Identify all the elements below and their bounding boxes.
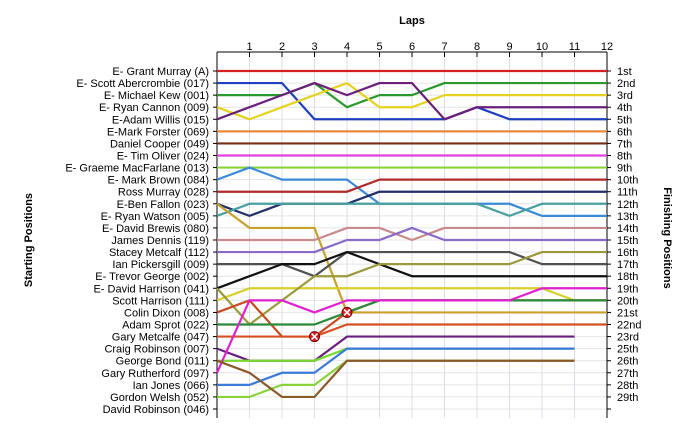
starting-position-labels: E- Grant Murray (A)E- Scott Abercrombie … bbox=[65, 66, 209, 416]
series-line bbox=[217, 323, 607, 338]
x-tick-label: 2 bbox=[279, 41, 285, 53]
right-axis-title: Finishing Positions bbox=[661, 187, 673, 288]
finish-position-label: 27th bbox=[617, 368, 638, 380]
x-tick-label: 10 bbox=[536, 41, 548, 53]
start-position-label: E- Graeme MacFarlane (013) bbox=[65, 163, 209, 175]
x-tick-labels: 1 2 3 4 5 6 7 8 9 10 11 12 bbox=[246, 41, 613, 53]
series-line bbox=[217, 226, 607, 242]
start-position-label: Ian Jones (066) bbox=[133, 380, 209, 392]
series-line bbox=[217, 226, 607, 254]
series-lines bbox=[215, 69, 607, 399]
start-position-label: George Bond (011) bbox=[116, 356, 209, 368]
retirement-markers bbox=[309, 306, 353, 343]
start-position-label: E- Tim Oliver (024) bbox=[117, 151, 209, 163]
x-tick-label: 7 bbox=[441, 41, 447, 53]
start-position-label: E- Trevor George (002) bbox=[95, 271, 209, 283]
start-position-label: E- Grant Murray (A) bbox=[112, 66, 209, 78]
start-position-label: Stacey Metcalf (112) bbox=[109, 247, 209, 259]
start-position-label: Daniel Cooper (049) bbox=[110, 138, 209, 150]
series-line bbox=[216, 81, 607, 121]
series-line bbox=[215, 287, 607, 374]
finish-position-label: 11th bbox=[617, 187, 638, 199]
start-position-label: David Robinson (046) bbox=[103, 404, 209, 416]
finish-position-label: 6th bbox=[617, 126, 632, 138]
start-position-label: E- Ryan Watson (005) bbox=[101, 211, 209, 223]
start-position-label: E-Adam Willis (015) bbox=[112, 114, 209, 126]
retirement-marker-cross bbox=[343, 308, 351, 316]
finish-position-label: 13th bbox=[617, 211, 638, 223]
start-position-label: Ross Murray (028) bbox=[118, 187, 209, 199]
start-position-label: Gary Rutherford (097) bbox=[101, 368, 209, 380]
left-axis-title: Starting Positions bbox=[23, 193, 35, 287]
finish-position-label: 8th bbox=[617, 151, 632, 163]
finish-position-label: 17th bbox=[617, 259, 638, 271]
start-position-label: Colin Dixon (008) bbox=[124, 307, 209, 319]
start-position-label: E- David Brewis (080) bbox=[102, 223, 209, 235]
finish-position-label: 4th bbox=[617, 102, 632, 114]
finish-position-label: 2nd bbox=[617, 78, 635, 90]
x-tick-label: 5 bbox=[376, 41, 382, 53]
x-axis-title: Laps bbox=[399, 15, 425, 27]
finish-position-label: 9th bbox=[617, 163, 632, 175]
x-tick-label: 8 bbox=[474, 41, 480, 53]
finish-position-label: 5th bbox=[617, 114, 632, 126]
x-tick-label: 11 bbox=[569, 41, 580, 53]
finish-position-label: 22nd bbox=[617, 320, 641, 332]
finish-position-label: 20th bbox=[617, 295, 638, 307]
series-line bbox=[217, 81, 607, 121]
start-position-label: E- Michael Kew (001) bbox=[104, 90, 209, 102]
start-position-label: E- Scott Abercrombie (017) bbox=[76, 78, 209, 90]
x-tick-label: 6 bbox=[409, 41, 415, 53]
finish-position-label: 7th bbox=[617, 138, 632, 150]
retirement-marker-cross bbox=[310, 333, 319, 341]
start-position-label: E- Mark Brown (084) bbox=[108, 175, 209, 187]
series-line bbox=[216, 250, 607, 290]
finish-position-label: 12th bbox=[617, 199, 638, 211]
start-position-label: Ian Pickersgill (009) bbox=[112, 259, 209, 271]
series-line bbox=[216, 202, 607, 217]
finish-position-label: 18th bbox=[617, 271, 638, 283]
x-tick-label: 4 bbox=[344, 41, 350, 53]
start-position-label: Scott Harrison (111) bbox=[112, 295, 209, 307]
series-line bbox=[216, 202, 607, 314]
start-position-label: E- Ryan Cannon (009) bbox=[99, 102, 209, 114]
series-line bbox=[217, 347, 575, 362]
finish-position-label: 15th bbox=[617, 235, 638, 247]
start-position-label: E- David Harrison (041) bbox=[93, 283, 209, 295]
finish-position-label: 29th bbox=[617, 392, 638, 404]
finish-position-label: 3rd bbox=[617, 90, 633, 102]
finish-position-label: 25th bbox=[617, 344, 638, 356]
start-position-label: E-Ben Fallon (023) bbox=[117, 199, 209, 211]
start-position-label: Gary Metcalfe (047) bbox=[112, 332, 209, 344]
finish-position-label: 19th bbox=[617, 283, 638, 295]
series-line bbox=[217, 347, 575, 386]
series-line bbox=[217, 178, 607, 193]
finish-position-label: 28th bbox=[617, 380, 638, 392]
series-line bbox=[217, 359, 575, 399]
finish-position-label: 21st bbox=[617, 307, 638, 319]
finish-position-label: 23rd bbox=[617, 332, 639, 344]
start-position-label: Gordon Welsh (052) bbox=[110, 392, 209, 404]
x-tick-label: 1 bbox=[246, 41, 252, 53]
finish-position-label: 14th bbox=[617, 223, 638, 235]
finishing-position-labels: 1st2nd3rd4th5th6th7th8th9th10th11th12th1… bbox=[617, 66, 641, 404]
x-tick-label: 12 bbox=[601, 41, 613, 53]
x-tick-label: 9 bbox=[506, 41, 512, 53]
series-line bbox=[216, 359, 575, 399]
x-tick-label: 3 bbox=[311, 41, 317, 53]
start-position-label: James Dennis (119) bbox=[111, 235, 209, 247]
start-position-label: E-Mark Forster (069) bbox=[107, 126, 209, 138]
start-position-label: Craig Robinson (007) bbox=[104, 344, 209, 356]
finish-position-label: 16th bbox=[617, 247, 638, 259]
start-position-label: Adam Sprot (022) bbox=[122, 320, 209, 332]
series-line bbox=[216, 81, 607, 121]
finish-position-label: 10th bbox=[617, 175, 638, 187]
finish-position-label: 1st bbox=[617, 66, 632, 78]
finish-position-label: 26th bbox=[617, 356, 638, 368]
